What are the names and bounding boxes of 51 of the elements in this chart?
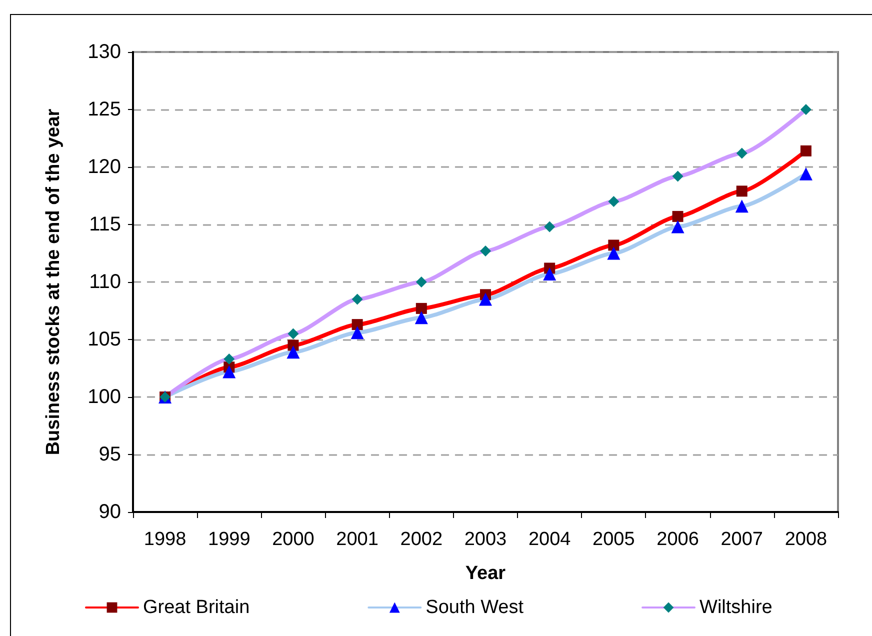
point [286,346,300,359]
point [416,276,427,288]
x-tick-label: 1998 [144,529,186,550]
y-axis-title: Business stocks at the end of the year [43,108,64,456]
point [800,104,812,115]
y-tick-label: 130 [88,41,121,63]
x-tick-label: 2001 [336,529,378,550]
x-tick-label: 2005 [592,529,635,550]
x-axis-title: Year [465,563,506,584]
point [416,302,427,314]
x-tick-label: 2008 [784,529,828,550]
x-tick-label: 2003 [464,529,507,550]
y-tick-label: 125 [88,98,121,120]
point [608,240,620,251]
point [222,365,236,378]
x-tick-label: 2006 [656,529,699,550]
point [480,245,491,256]
x-tick-label: 1999 [208,529,250,550]
y-tick-label: 95 [98,444,121,466]
y-tick-label: 115 [89,214,121,236]
point [671,220,684,234]
point [736,186,748,197]
x-tick-label: 2000 [272,529,314,550]
x-tick-label: 2004 [528,529,572,550]
point [352,319,363,330]
point [735,200,748,213]
point [288,328,299,340]
point [736,148,748,159]
x-tick-label: 2002 [400,529,443,550]
point [352,294,363,305]
y-tick-label: 120 [88,156,121,178]
point [414,311,428,324]
point [544,221,556,232]
point [224,354,235,365]
point [608,196,620,207]
point [799,167,812,180]
point [800,145,812,156]
point [672,210,684,222]
y-tick-label: 110 [89,271,121,293]
point [479,292,492,306]
y-tick-label: 100 [88,386,121,408]
point [350,326,364,340]
point [543,267,556,280]
point [607,246,620,260]
legend-label: Great Britain [143,597,250,618]
legend-label: Wiltshire [700,597,772,618]
point [672,170,684,182]
legend-label: South West [426,597,524,618]
x-tick-label: 2007 [720,529,764,550]
y-tick-label: 105 [88,328,121,350]
y-tick-label: 90 [98,501,121,523]
